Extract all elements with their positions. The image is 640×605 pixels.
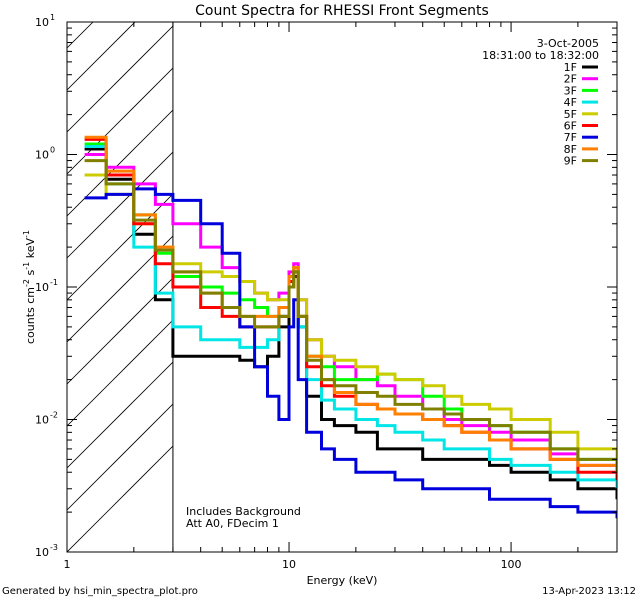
x-tick-label: 10 [282, 558, 296, 571]
hatch-line [67, 22, 94, 49]
hatch-line [67, 25, 174, 133]
x-tick-label: 100 [501, 558, 522, 571]
y-label-part: s [24, 269, 37, 278]
y-tick-label: 10 [35, 149, 49, 162]
chart-title: Count Spectra for RHESSI Front Segments [195, 3, 489, 19]
y-tick-exponent: -2 [50, 411, 58, 420]
y-tick-label: 10 [35, 281, 49, 294]
hatch-line [67, 22, 136, 91]
y-tick-exponent: -1 [50, 278, 58, 287]
series-line-1F [84, 147, 617, 500]
y-axis-label: counts cm-2 s-1 keV-1 [22, 230, 37, 344]
hatch-line [67, 445, 174, 552]
series-line-4F [84, 145, 617, 489]
legend-label-4F: 4F [564, 96, 577, 109]
hatch-line [67, 0, 173, 6]
y-label-part: counts cm [24, 287, 37, 344]
y-tick-label: 10 [35, 414, 49, 427]
hatch-line [67, 67, 174, 175]
series-group [84, 135, 617, 519]
footer-timestamp: 13-Apr-2023 13:12 [542, 586, 636, 597]
legend-label-1F: 1F [564, 61, 577, 74]
legend-label-5F: 5F [564, 108, 577, 121]
series-line-5F [84, 173, 617, 466]
hatch-line [67, 361, 174, 469]
legend-label-9F: 9F [564, 155, 577, 168]
hatch-line [67, 403, 174, 511]
annotation-attenuator: Att A0, FDecim 1 [186, 517, 279, 530]
y-tick-exponent: 0 [50, 146, 55, 155]
legend-label-2F: 2F [564, 73, 577, 86]
y-label-part: keV [24, 238, 37, 262]
footer-generated-by: Generated by hsi_min_spectra_plot.pro [2, 586, 198, 597]
series-line-6F [84, 137, 617, 480]
hatched-region [67, 0, 174, 552]
x-axis-label: Energy (keV) [307, 574, 378, 587]
y-label-exp: -1 [22, 262, 31, 270]
legend: 3-Oct-2005 18:31:00 to 18:32:00 1F2F3F4F… [482, 37, 599, 168]
legend-label-8F: 8F [564, 143, 577, 156]
legend-label-3F: 3F [564, 84, 577, 97]
y-label-exp: -1 [22, 230, 31, 238]
series-line-8F [84, 135, 617, 473]
y-tick-exponent: 1 [50, 13, 55, 22]
legend-label-6F: 6F [564, 120, 577, 133]
y-tick-exponent: -3 [50, 543, 58, 552]
x-tick-label: 1 [64, 558, 71, 571]
series-line-7F [84, 187, 617, 519]
y-tick-label: 10 [35, 16, 49, 29]
series-line-9F [84, 159, 617, 473]
legend-label-7F: 7F [564, 131, 577, 144]
y-label-exp: -2 [22, 279, 31, 287]
annotation-background: Includes Background [186, 505, 301, 518]
y-tick-label: 10 [35, 546, 49, 559]
hatch-line [67, 151, 174, 259]
legend-date: 3-Oct-2005 [537, 37, 599, 50]
hatch-line [67, 193, 174, 301]
hatch-line [67, 319, 174, 427]
hatch-line [67, 109, 174, 217]
legend-time-range: 18:31:00 to 18:32:00 [482, 49, 599, 62]
